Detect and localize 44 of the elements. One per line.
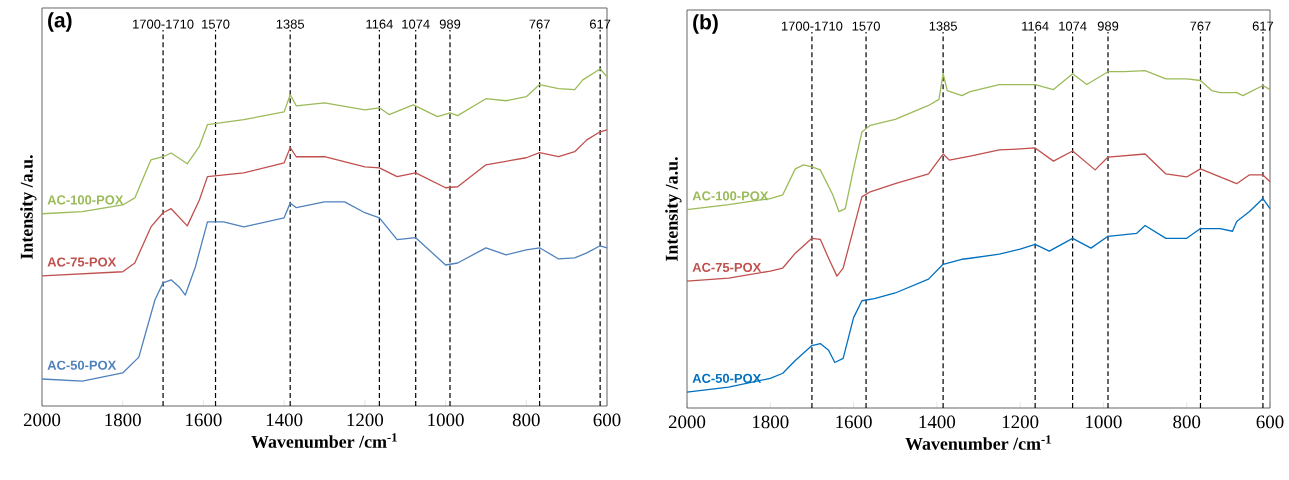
x-tick-label: 800 bbox=[512, 413, 540, 427]
ref-line-label: 1074 bbox=[1059, 21, 1087, 31]
x-tick-label: 1000 bbox=[428, 413, 464, 427]
series-label: AC-75-POX bbox=[47, 257, 117, 267]
ref-line-label: 1164 bbox=[1022, 21, 1049, 31]
ref-line-label: 1164 bbox=[366, 19, 393, 29]
ref-line-label: 989 bbox=[1097, 21, 1119, 31]
x-tick-label: 1800 bbox=[753, 415, 789, 429]
x-tick-label: 600 bbox=[593, 413, 621, 427]
x-tick-label: 1200 bbox=[347, 413, 384, 427]
x-tick-label: 800 bbox=[1173, 415, 1201, 429]
x-axis-title: Wavenumber /cm$^{-1}$ bbox=[905, 435, 1051, 450]
series-label: AC-75-POX bbox=[692, 262, 762, 272]
ref-line-label: 1570 bbox=[852, 21, 880, 31]
ref-line-label: 1700-1710 bbox=[781, 21, 843, 31]
ref-line-label: 989 bbox=[439, 19, 461, 29]
x-tick-label: 2000 bbox=[668, 415, 706, 429]
x-tick-label: 1800 bbox=[105, 413, 141, 427]
x-tick-label: 600 bbox=[1256, 415, 1284, 429]
ref-line-label: 617 bbox=[1252, 21, 1274, 31]
x-tick-label: 1200 bbox=[1002, 415, 1039, 429]
series-label: AC-100-POX bbox=[47, 195, 124, 205]
ref-line-label: 767 bbox=[1190, 21, 1211, 31]
x-tick-label: 2000 bbox=[23, 413, 61, 427]
series-label: AC-50-POX bbox=[692, 373, 762, 383]
ref-line-label: 1385 bbox=[929, 21, 957, 31]
x-tick-label: 1600 bbox=[836, 415, 872, 429]
x-tick-label: 1600 bbox=[186, 413, 222, 427]
x-axis-title: Wavenumber /cm$^{-1}$ bbox=[251, 433, 397, 448]
y-axis-title: Intensity /a.u. bbox=[665, 157, 682, 261]
chart-title: (a) bbox=[48, 12, 72, 32]
x-tick-label: 1400 bbox=[266, 413, 303, 427]
ref-line-label: 1570 bbox=[202, 19, 230, 29]
series-label: AC-50-POX bbox=[47, 360, 117, 370]
ref-line-label: 1074 bbox=[402, 19, 430, 29]
ref-line-label: 767 bbox=[529, 19, 550, 29]
chart-title: (b) bbox=[693, 14, 718, 34]
series-label: AC-100-POX bbox=[692, 191, 769, 201]
x-tick-label: 1000 bbox=[1086, 415, 1122, 429]
ref-line-label: 1700-1710 bbox=[133, 19, 194, 29]
ref-line-label: 1385 bbox=[276, 19, 305, 29]
x-tick-label: 1400 bbox=[919, 415, 956, 429]
ref-line-label: 617 bbox=[589, 19, 611, 29]
y-axis-title: Intensity /a.u. bbox=[20, 155, 37, 259]
